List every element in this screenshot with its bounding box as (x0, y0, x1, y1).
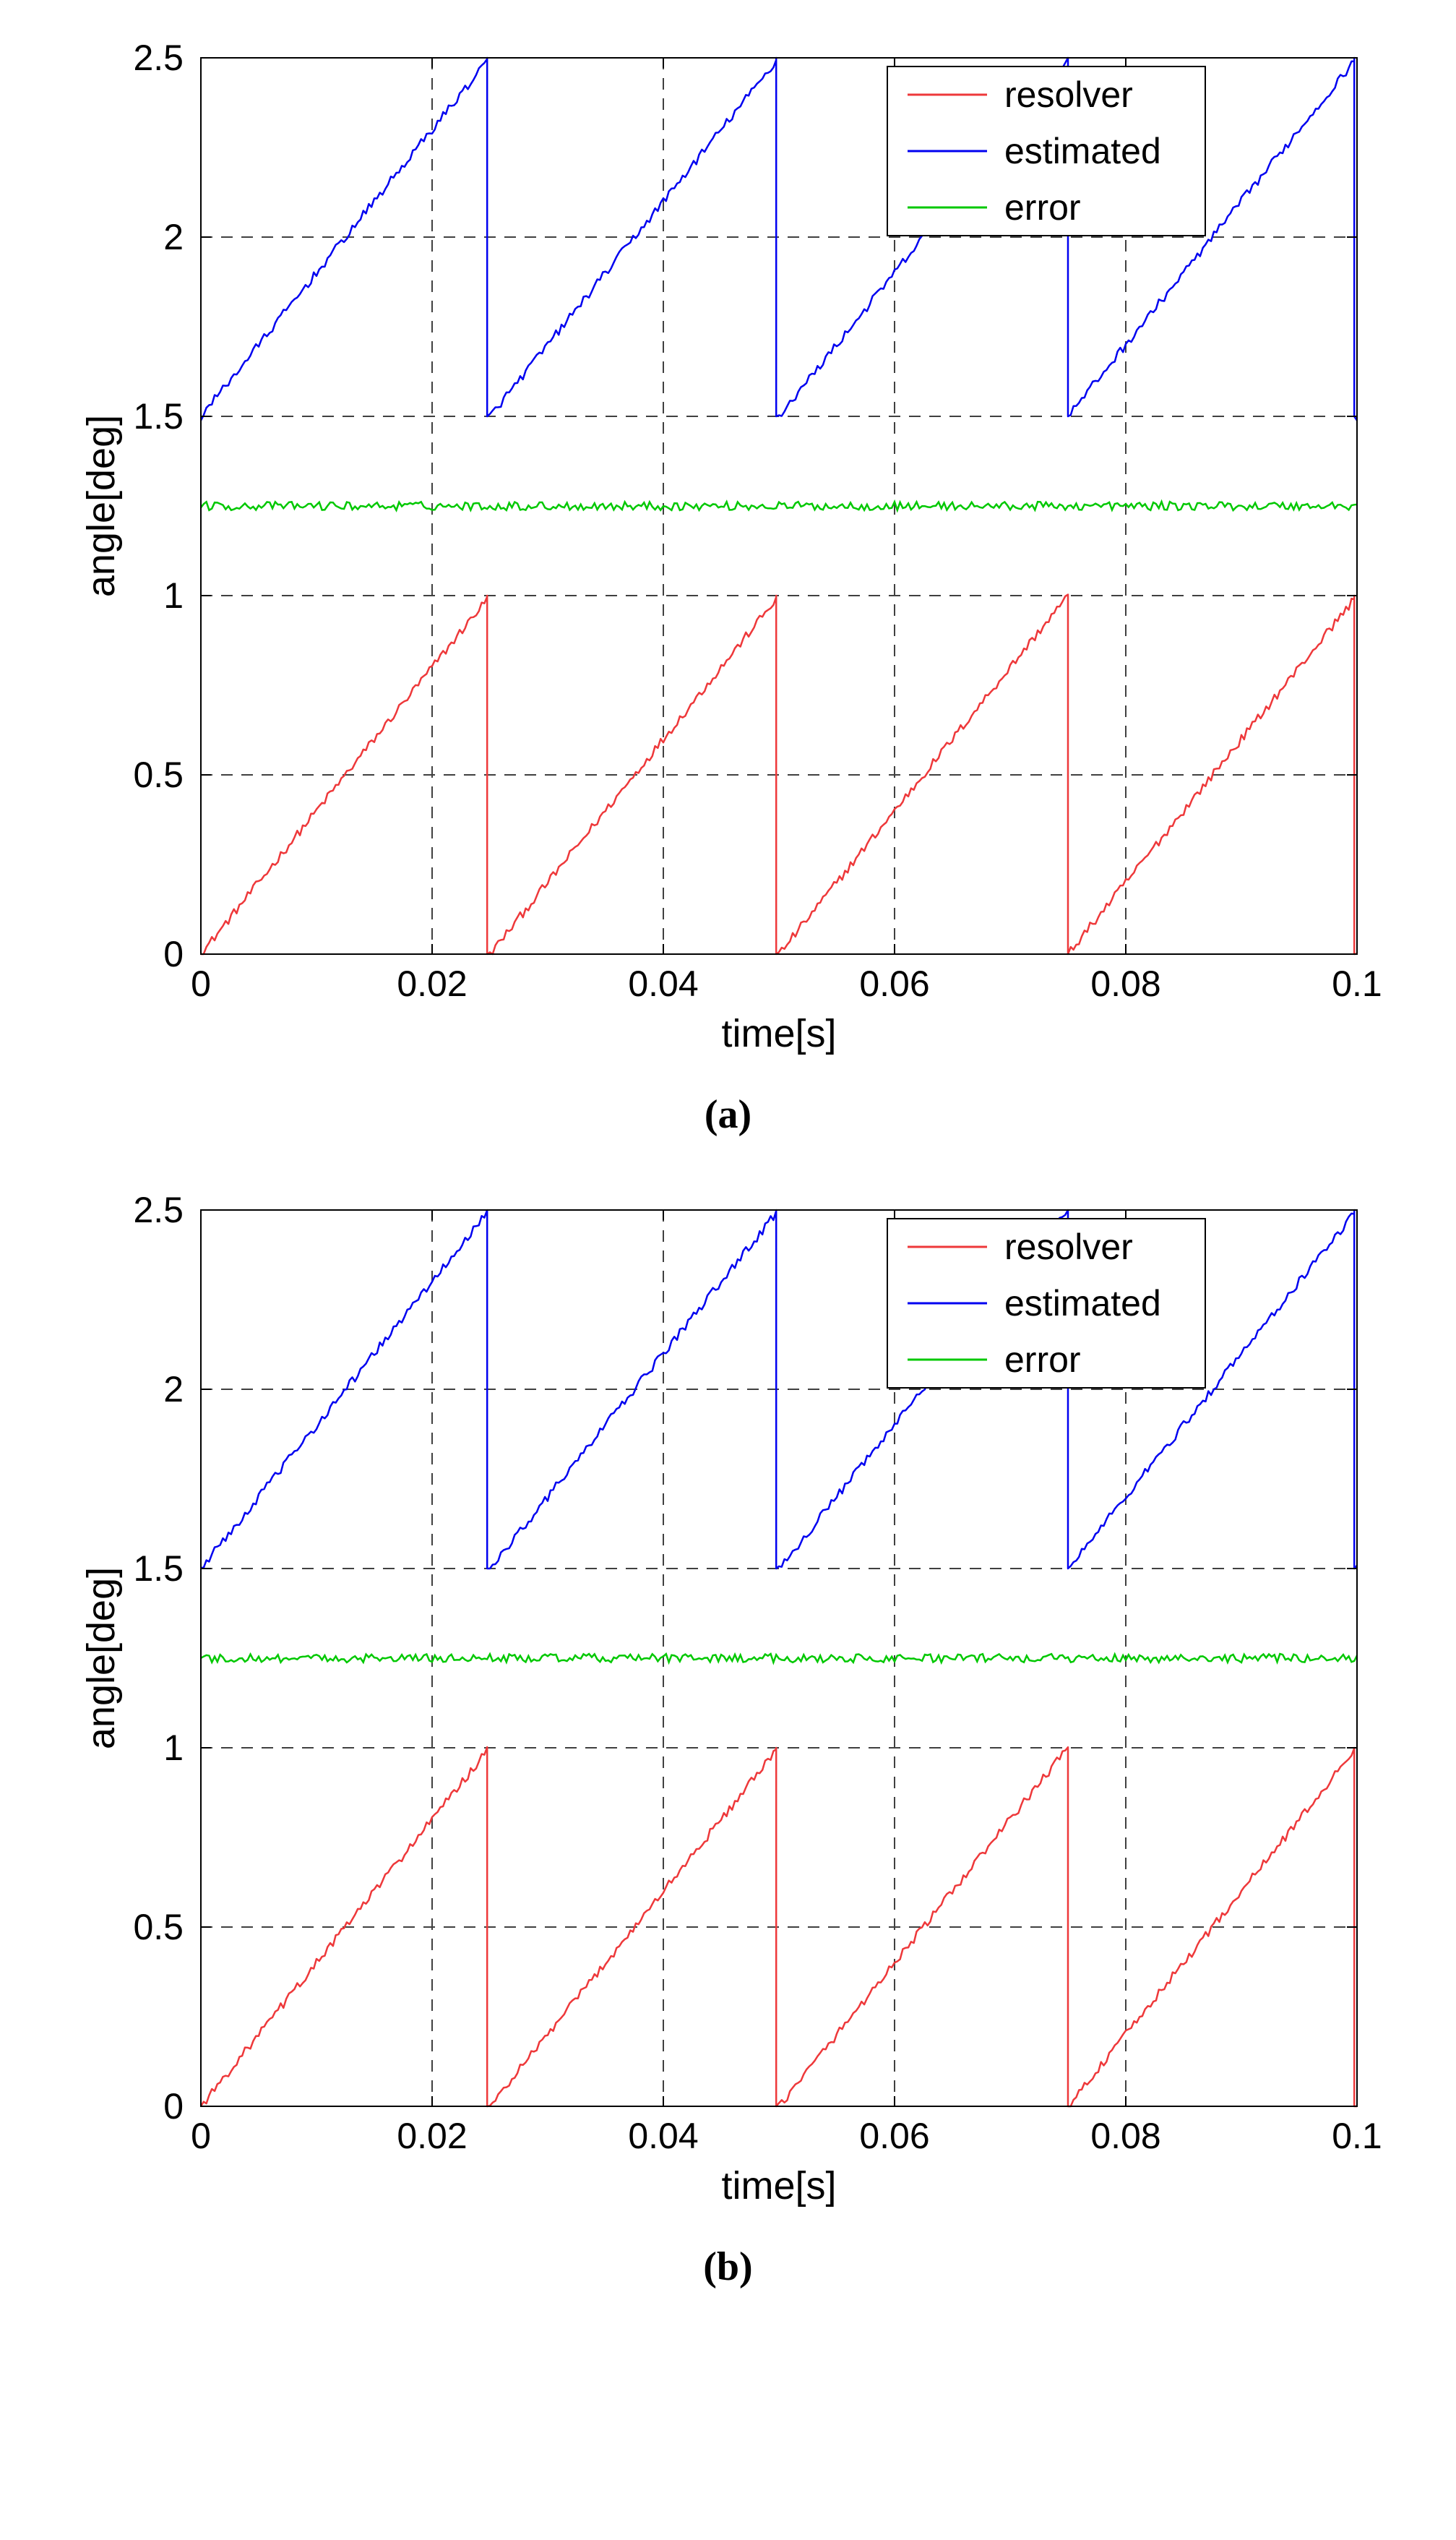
svg-text:0.06: 0.06 (859, 964, 929, 1004)
chart-b: 0 0.02 0.04 0.06 0.08 0.1 0 0.5 1 1.5 2 2.5 time[s] a… (71, 1181, 1386, 2222)
chart-b-svg: 0 0.02 0.04 0.06 0.08 0.1 0 0.5 1 1.5 2 2.5 time[s] a… (71, 1181, 1386, 2222)
svg-text:estimated: estimated (1004, 131, 1161, 171)
svg-text:0.02: 0.02 (397, 2116, 467, 2156)
sublabel-a: (a) (705, 1091, 751, 1138)
svg-text:time[s]: time[s] (721, 1012, 836, 1055)
svg-text:1: 1 (163, 575, 184, 616)
svg-text:1.5: 1.5 (133, 1548, 184, 1589)
svg-text:2.5: 2.5 (133, 38, 184, 78)
chart-b-wrapper: 0 0.02 0.04 0.06 0.08 0.1 0 0.5 1 1.5 2 2.5 time[s] a… (71, 1181, 1386, 2290)
svg-text:0.08: 0.08 (1090, 2116, 1160, 2156)
svg-text:0.04: 0.04 (628, 2116, 698, 2156)
svg-text:resolver: resolver (1004, 74, 1133, 115)
chart-a: 0 0.02 0.04 0.06 0.08 0.1 0 0.5 1 1.5 2 2.5 time[s] a… (71, 29, 1386, 1070)
svg-text:0.1: 0.1 (1332, 2116, 1382, 2156)
svg-text:angle[deg]: angle[deg] (79, 1567, 123, 1749)
svg-text:angle[deg]: angle[deg] (79, 415, 123, 597)
svg-text:0.02: 0.02 (397, 964, 467, 1004)
svg-text:time[s]: time[s] (721, 2164, 836, 2208)
svg-text:0.1: 0.1 (1332, 964, 1382, 1004)
chart-a-wrapper: 0 0.02 0.04 0.06 0.08 0.1 0 0.5 1 1.5 2 2.5 time[s] a… (71, 29, 1386, 1138)
svg-text:1.5: 1.5 (133, 396, 184, 437)
svg-text:2: 2 (163, 1369, 184, 1410)
svg-text:0.06: 0.06 (859, 2116, 929, 2156)
svg-text:0: 0 (163, 2086, 184, 2127)
svg-text:2: 2 (163, 217, 184, 257)
chart-a-svg: 0 0.02 0.04 0.06 0.08 0.1 0 0.5 1 1.5 2 2.5 time[s] a… (71, 29, 1386, 1070)
svg-text:0.08: 0.08 (1090, 964, 1160, 1004)
svg-text:0: 0 (191, 964, 211, 1004)
svg-text:estimated: estimated (1004, 1283, 1161, 1323)
svg-text:0: 0 (191, 2116, 211, 2156)
svg-text:2.5: 2.5 (133, 1190, 184, 1230)
svg-text:0: 0 (163, 934, 184, 974)
svg-text:error: error (1004, 187, 1081, 228)
svg-text:0.5: 0.5 (133, 755, 184, 795)
svg-text:error: error (1004, 1339, 1081, 1380)
figure-container: 0 0.02 0.04 0.06 0.08 0.1 0 0.5 1 1.5 2 2.5 time[s] a… (29, 29, 1427, 2290)
svg-text:0.5: 0.5 (133, 1907, 184, 1947)
svg-text:0.04: 0.04 (628, 964, 698, 1004)
svg-text:resolver: resolver (1004, 1227, 1133, 1267)
sublabel-b: (b) (703, 2244, 752, 2290)
svg-text:1: 1 (163, 1728, 184, 1768)
